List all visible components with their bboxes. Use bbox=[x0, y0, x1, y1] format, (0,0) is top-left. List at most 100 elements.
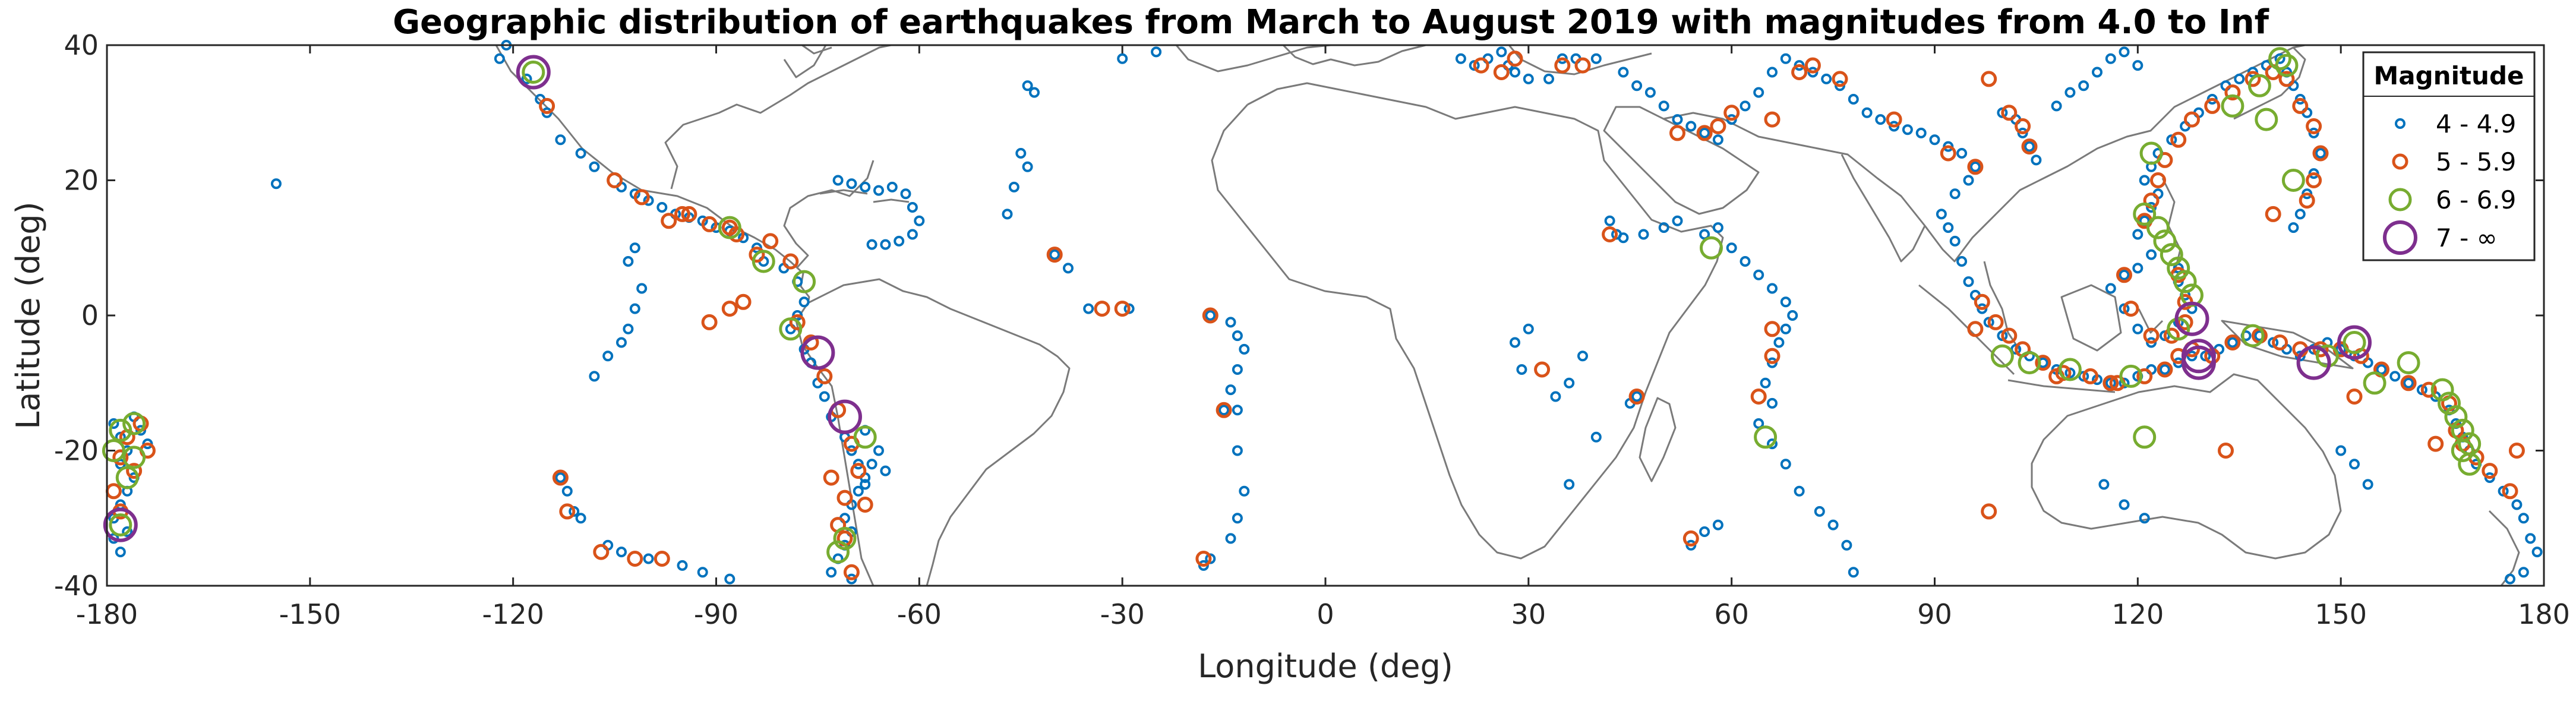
quake-marker-1-74 bbox=[2082, 368, 2099, 384]
quake-marker-0-252 bbox=[2132, 229, 2143, 240]
quake-marker-1-103 bbox=[2204, 97, 2221, 114]
quake-marker-0-22 bbox=[589, 161, 600, 172]
quake-marker-1-14 bbox=[789, 314, 806, 330]
quake-marker-2-22 bbox=[2139, 141, 2163, 165]
quake-marker-0-59 bbox=[873, 445, 884, 456]
quake-marker-1-119 bbox=[2021, 138, 2038, 155]
quake-marker-0-118 bbox=[1455, 53, 1466, 64]
quake-marker-2-35 bbox=[2281, 169, 2305, 192]
quake-marker-1-68 bbox=[1974, 293, 1990, 310]
quake-marker-0-223 bbox=[2227, 337, 2238, 348]
quake-marker-0-248 bbox=[2525, 533, 2536, 544]
quake-marker-0-167 bbox=[1767, 283, 1778, 294]
quake-marker-0-58 bbox=[866, 459, 877, 470]
x-tick-label: 120 bbox=[2111, 598, 2164, 630]
quake-marker-3-3 bbox=[828, 399, 862, 434]
quake-marker-0-288 bbox=[2119, 269, 2130, 280]
quake-marker-0-104 bbox=[629, 303, 640, 314]
quake-marker-0-184 bbox=[1699, 526, 1710, 537]
quake-marker-0-295 bbox=[2031, 154, 2042, 166]
quake-marker-1-129 bbox=[2265, 206, 2281, 222]
quake-marker-1-116 bbox=[2163, 327, 2180, 344]
quake-marker-1-105 bbox=[2244, 71, 2261, 87]
quake-marker-3-2 bbox=[800, 335, 835, 370]
quake-marker-2-13 bbox=[826, 540, 850, 564]
quake-marker-1-57 bbox=[1764, 321, 1781, 337]
quake-marker-1-69 bbox=[1987, 314, 2004, 330]
quake-marker-1-13 bbox=[749, 247, 765, 263]
quake-marker-1-44 bbox=[1202, 307, 1218, 324]
quake-marker-1-64 bbox=[1493, 64, 1510, 80]
quake-marker-2-46 bbox=[2451, 439, 2474, 462]
quake-marker-2-15 bbox=[1754, 425, 1778, 449]
legend-label-0: 4 - 4.9 bbox=[2436, 109, 2516, 138]
quake-marker-2-21 bbox=[2133, 202, 2157, 226]
quake-marker-1-81 bbox=[2224, 334, 2241, 350]
quake-marker-0-26 bbox=[656, 202, 668, 213]
quake-marker-0-140 bbox=[1767, 67, 1778, 78]
quake-marker-2-18 bbox=[2058, 358, 2082, 381]
quake-marker-0-113 bbox=[616, 547, 627, 558]
quake-marker-1-45 bbox=[1602, 226, 1618, 242]
quake-marker-1-29 bbox=[843, 564, 860, 580]
quake-marker-0-165 bbox=[1740, 256, 1751, 267]
quake-marker-1-36 bbox=[654, 551, 670, 567]
quake-marker-0-168 bbox=[1780, 296, 1791, 308]
quake-marker-1-26 bbox=[762, 233, 779, 250]
quake-marker-2-8 bbox=[752, 250, 775, 273]
quake-marker-1-123 bbox=[1967, 321, 1984, 337]
quake-marker-3-7 bbox=[2296, 345, 2331, 380]
quake-marker-1-10 bbox=[674, 206, 690, 222]
quake-marker-1-51 bbox=[1791, 64, 1808, 80]
quake-marker-0-193 bbox=[1516, 364, 1527, 375]
quake-marker-0-77 bbox=[1008, 181, 1019, 192]
quake-marker-0-150 bbox=[1902, 124, 1913, 135]
quake-marker-0-198 bbox=[1956, 256, 1968, 267]
quake-marker-0-285 bbox=[2132, 323, 2143, 334]
quake-marker-0-235 bbox=[2389, 371, 2401, 382]
legend-label-3: 7 - ∞ bbox=[2436, 223, 2498, 252]
quake-marker-0-86 bbox=[1205, 310, 1216, 321]
quake-marker-2-4 bbox=[115, 466, 139, 490]
y-tick-label: -20 bbox=[54, 435, 99, 467]
quake-marker-1-96 bbox=[2502, 483, 2518, 500]
quake-marker-0-14 bbox=[270, 178, 282, 190]
quake-marker-0-182 bbox=[1848, 567, 1859, 578]
quake-marker-0-128 bbox=[1590, 53, 1602, 64]
quake-marker-0-250 bbox=[2518, 567, 2529, 578]
quake-marker-1-102 bbox=[2184, 111, 2200, 128]
quake-marker-0-249 bbox=[2531, 547, 2543, 558]
quake-marker-0-96 bbox=[1232, 513, 1243, 524]
quake-marker-0-105 bbox=[636, 283, 648, 294]
quake-marker-2-38 bbox=[2343, 331, 2366, 354]
quake-marker-0-21 bbox=[575, 148, 586, 159]
quake-marker-1-38 bbox=[559, 503, 576, 520]
quake-marker-0-121 bbox=[1496, 46, 1507, 58]
quake-marker-1-9 bbox=[633, 189, 650, 206]
quake-marker-0-287 bbox=[2105, 283, 2116, 294]
quake-marker-0-15 bbox=[494, 53, 505, 64]
x-axis-ticks: -180 -150 -120 -90 -60 -30 0 30 60 90 120 150 180 bbox=[76, 45, 2570, 630]
quake-marker-0-301 bbox=[2119, 46, 2130, 58]
x-tick-label: 180 bbox=[2518, 598, 2570, 630]
quake-marker-0-78 bbox=[1022, 80, 1033, 91]
quake-marker-2-3 bbox=[122, 446, 146, 469]
quake-marker-0-297 bbox=[2064, 87, 2076, 98]
quake-marker-0-124 bbox=[1523, 73, 1534, 84]
quake-marker-2-34 bbox=[2275, 53, 2299, 77]
quake-marker-0-131 bbox=[1644, 87, 1656, 98]
legend-marker-3 bbox=[2383, 220, 2417, 255]
quake-marker-1-3 bbox=[105, 483, 122, 500]
quake-marker-1-121 bbox=[2001, 105, 2018, 121]
quake-marker-0-68 bbox=[832, 175, 844, 186]
quake-marker-1-20 bbox=[836, 490, 853, 506]
quake-marker-0-203 bbox=[1963, 175, 1974, 186]
legend-label-2: 6 - 6.9 bbox=[2436, 185, 2516, 214]
quake-marker-0-115 bbox=[677, 560, 688, 571]
quake-marker-1-55 bbox=[1940, 145, 1956, 162]
quake-marker-2-20 bbox=[2133, 425, 2157, 449]
quake-marker-0-75 bbox=[1015, 148, 1027, 159]
quake-marker-2-5 bbox=[109, 513, 132, 537]
quake-marker-0-306 bbox=[2119, 499, 2130, 510]
